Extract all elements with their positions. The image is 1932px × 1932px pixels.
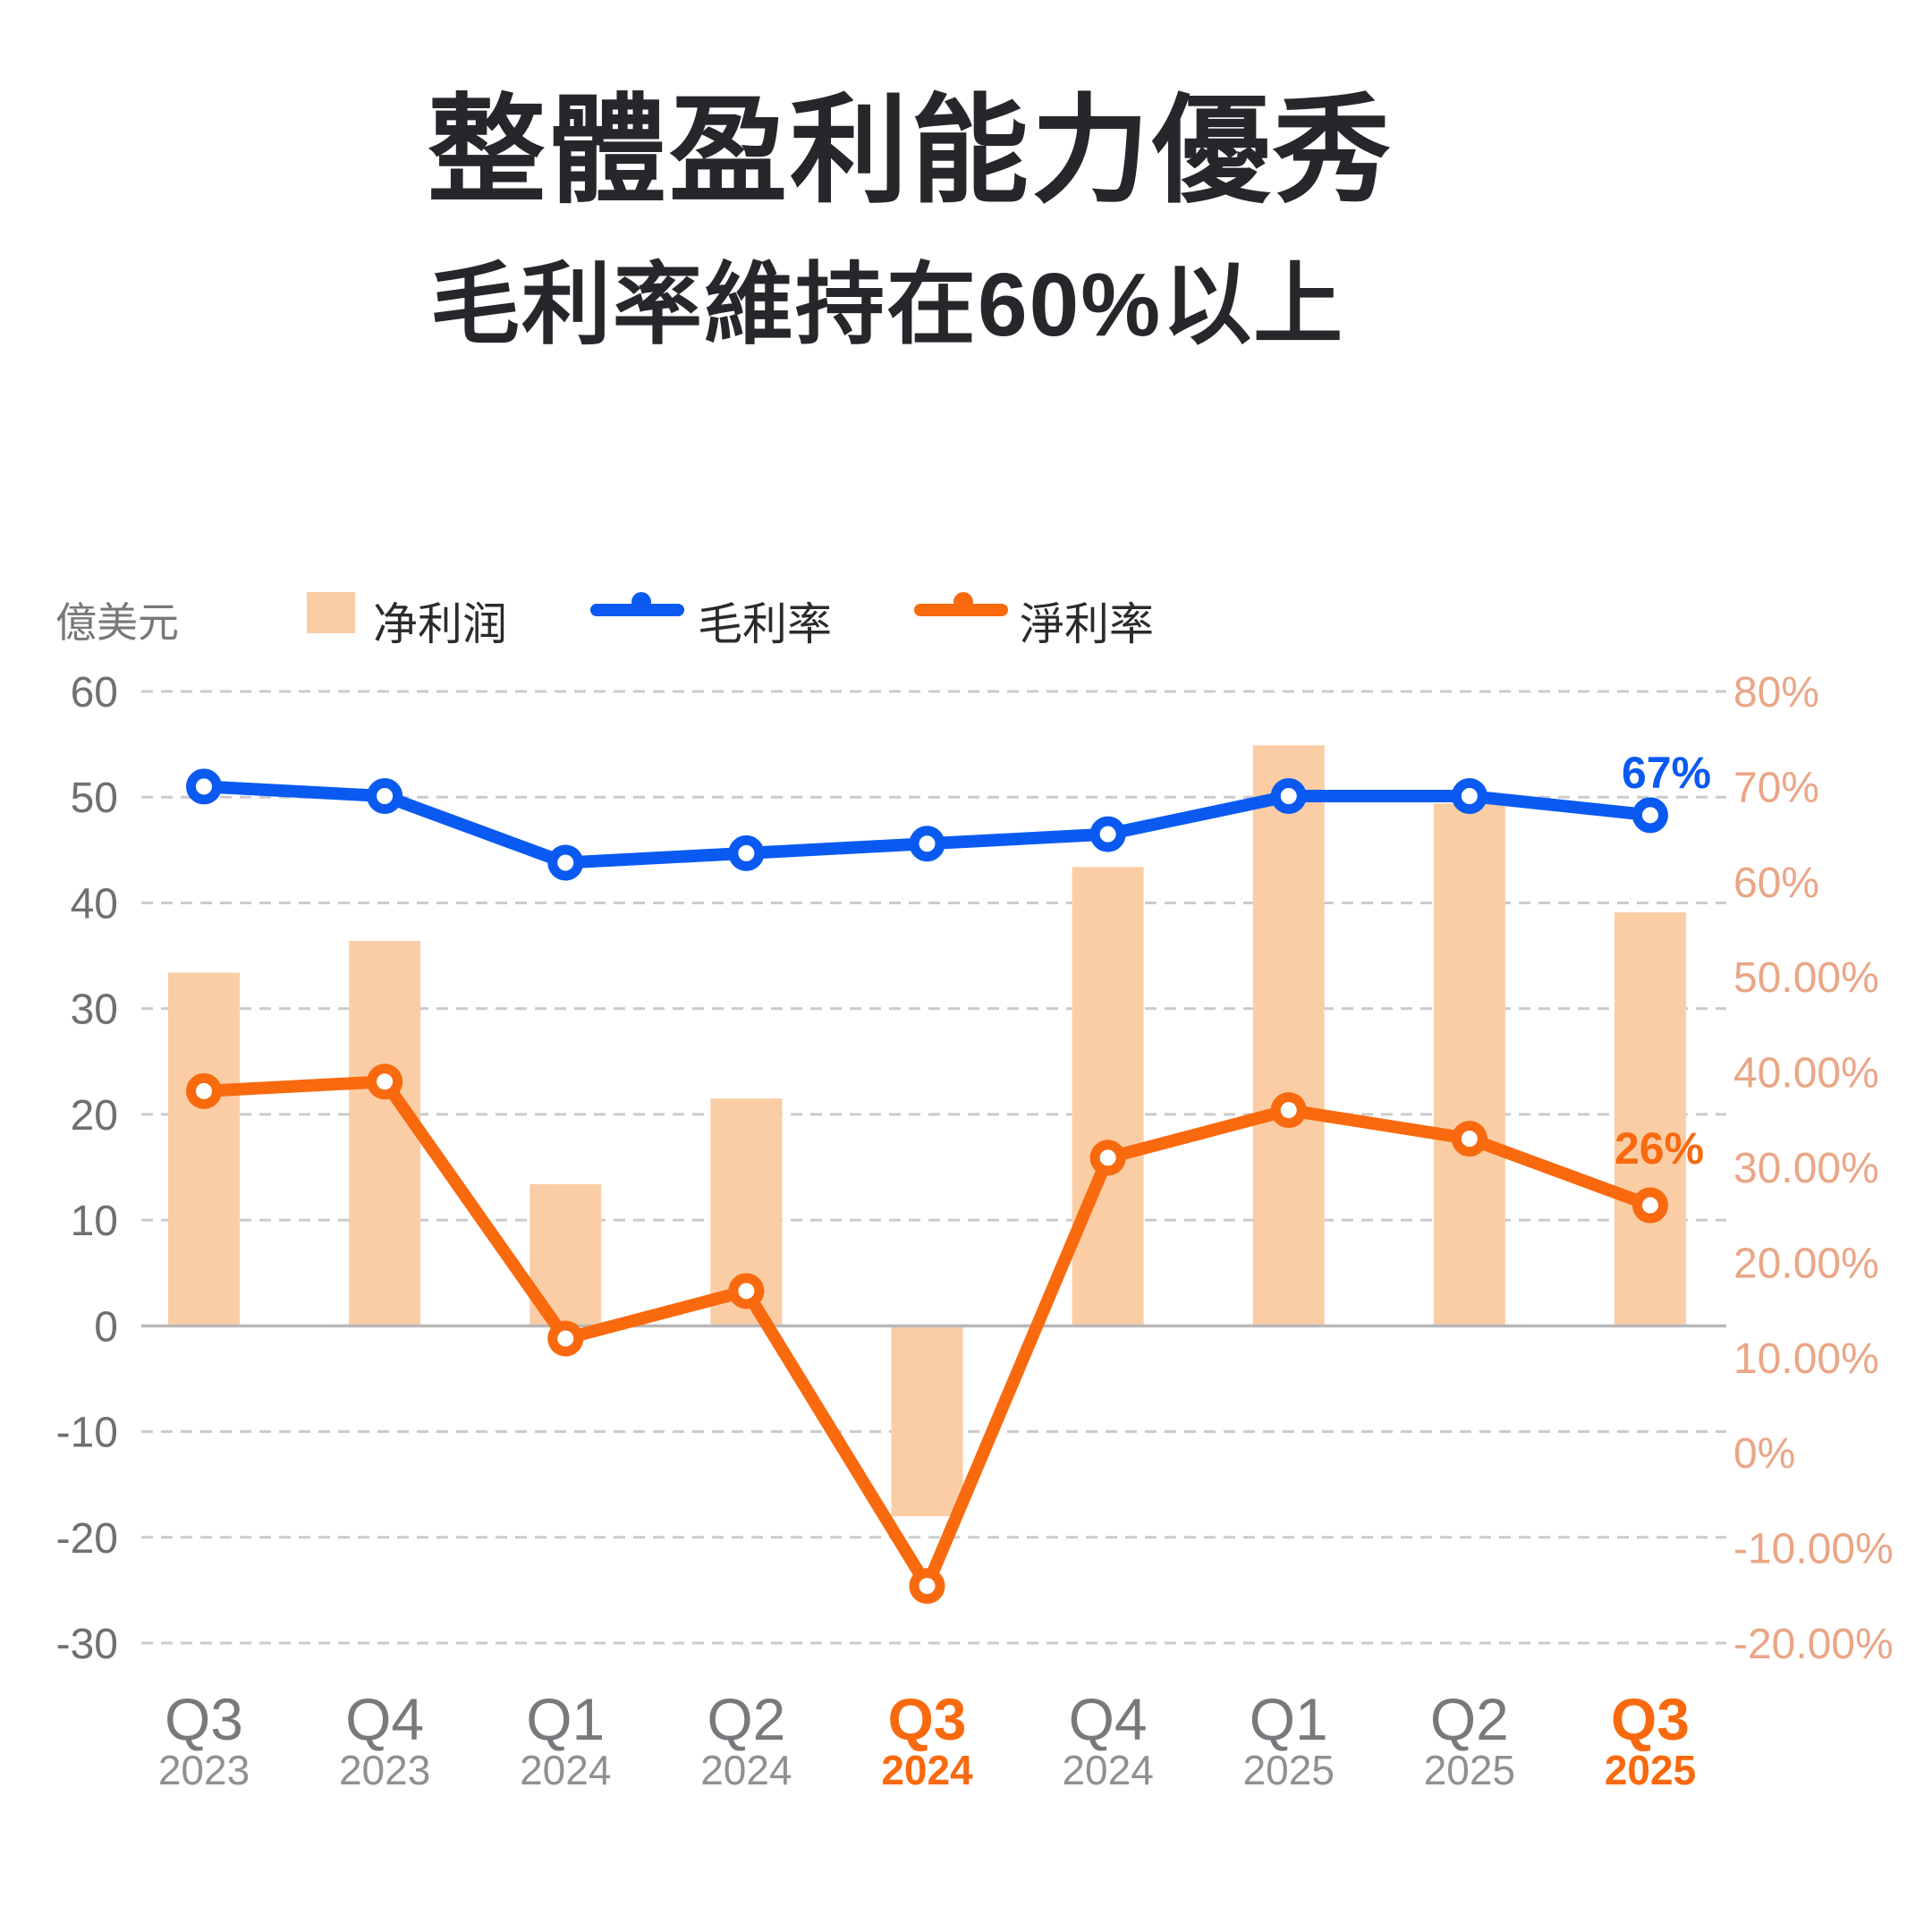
right-axis-tick-label: 30.00% — [1733, 1145, 1879, 1192]
left-axis-tick-label: 20 — [71, 1092, 118, 1140]
x-axis-year-label: 2025 — [1605, 1747, 1696, 1793]
right-axis-tick-label: 20.00% — [1733, 1240, 1879, 1287]
net-margin-point — [1089, 1140, 1126, 1176]
left-axis-unit-label: 億美元 — [55, 599, 179, 646]
gross-margin-marker-icon — [631, 592, 651, 612]
x-axis-year-label: 2023 — [158, 1747, 250, 1793]
page-title: 整體盈利能力優秀 — [428, 85, 1394, 216]
net-profit-bar — [349, 941, 421, 1326]
x-axis-year-label: 2024 — [520, 1747, 611, 1793]
left-axis-tick-label: 50 — [71, 775, 118, 822]
net-margin-point — [547, 1320, 584, 1357]
gross-margin-point — [1451, 778, 1487, 815]
right-axis-tick-label: -10.00% — [1733, 1526, 1894, 1573]
gross-margin-value-label: 67% — [1622, 748, 1711, 798]
net-profit-swatch-icon — [307, 592, 355, 633]
x-axis-year-label: 2024 — [1062, 1747, 1153, 1793]
gross-margin-point — [367, 778, 403, 815]
gross-margin-point — [547, 844, 584, 881]
page-subtitle: 毛利率維持在60%以上 — [430, 255, 1345, 355]
x-axis-quarter-label: Q4 — [345, 1686, 424, 1752]
left-axis-tick-label: 60 — [71, 669, 118, 716]
net-profit-bar — [1072, 867, 1144, 1326]
net-margin-point — [728, 1273, 765, 1309]
gross-margin-point — [186, 768, 222, 805]
right-axis-tick-label: 60% — [1733, 860, 1819, 907]
legend-gross-margin-label: 毛利率 — [698, 599, 832, 649]
net-margin-point — [186, 1072, 222, 1109]
net-margin-value-label: 26% — [1614, 1123, 1704, 1174]
x-axis-quarter-label: Q1 — [526, 1686, 605, 1752]
net-margin-point — [1632, 1187, 1668, 1224]
right-axis-tick-label: 10.00% — [1733, 1335, 1879, 1383]
legend-net-margin-label: 淨利率 — [1020, 599, 1154, 649]
left-axis-tick-label: -30 — [56, 1621, 118, 1668]
gross-margin-point — [1632, 797, 1668, 834]
x-axis-quarter-label: Q2 — [1430, 1686, 1509, 1752]
left-axis-tick-label: -10 — [56, 1410, 118, 1457]
right-axis-tick-label: 80% — [1733, 669, 1819, 716]
gross-margin-point — [909, 826, 945, 862]
right-axis-tick-label: 40.00% — [1733, 1050, 1879, 1097]
x-axis-year-label: 2024 — [881, 1747, 973, 1793]
x-axis-year-label: 2025 — [1243, 1747, 1335, 1793]
x-axis-quarter-label: Q3 — [1611, 1686, 1690, 1752]
right-axis-tick-label: 70% — [1733, 764, 1819, 811]
left-axis-tick-label: 40 — [71, 880, 118, 928]
x-axis-year-label: 2024 — [700, 1747, 792, 1793]
x-axis-quarter-label: Q3 — [887, 1686, 966, 1752]
x-axis-quarter-label: Q3 — [165, 1686, 243, 1752]
x-axis-year-label: 2025 — [1424, 1747, 1515, 1793]
net-profit-bar — [168, 972, 240, 1326]
net-margin-point — [1270, 1092, 1307, 1129]
x-axis-quarter-label: Q4 — [1069, 1686, 1148, 1752]
left-axis-tick-label: 30 — [71, 987, 118, 1034]
right-axis-tick-label: 0% — [1733, 1430, 1795, 1478]
left-axis-tick-label: 10 — [71, 1198, 118, 1245]
right-axis-tick-label: -20.00% — [1733, 1621, 1894, 1668]
x-axis-year-label: 2023 — [339, 1747, 430, 1793]
net-margin-point — [1451, 1121, 1487, 1157]
net-profit-bar — [891, 1326, 963, 1517]
net-profit-bar — [1433, 803, 1505, 1326]
x-axis-quarter-label: Q2 — [707, 1686, 785, 1752]
x-axis-quarter-label: Q1 — [1250, 1686, 1328, 1752]
gross-margin-point — [1089, 816, 1126, 852]
net-profit-bar — [1252, 745, 1325, 1326]
net-margin-marker-icon — [953, 592, 973, 612]
gross-margin-point — [728, 835, 765, 871]
left-axis-tick-label: 0 — [94, 1303, 118, 1351]
gross-margin-point — [1270, 778, 1307, 815]
net-profit-bar — [1614, 912, 1686, 1326]
net-margin-point — [909, 1568, 945, 1605]
net-margin-point — [367, 1063, 403, 1100]
legend-net-profit-label: 净利润 — [373, 599, 507, 649]
right-axis-tick-label: 50.00% — [1733, 954, 1879, 1002]
left-axis-tick-label: -20 — [56, 1515, 118, 1563]
